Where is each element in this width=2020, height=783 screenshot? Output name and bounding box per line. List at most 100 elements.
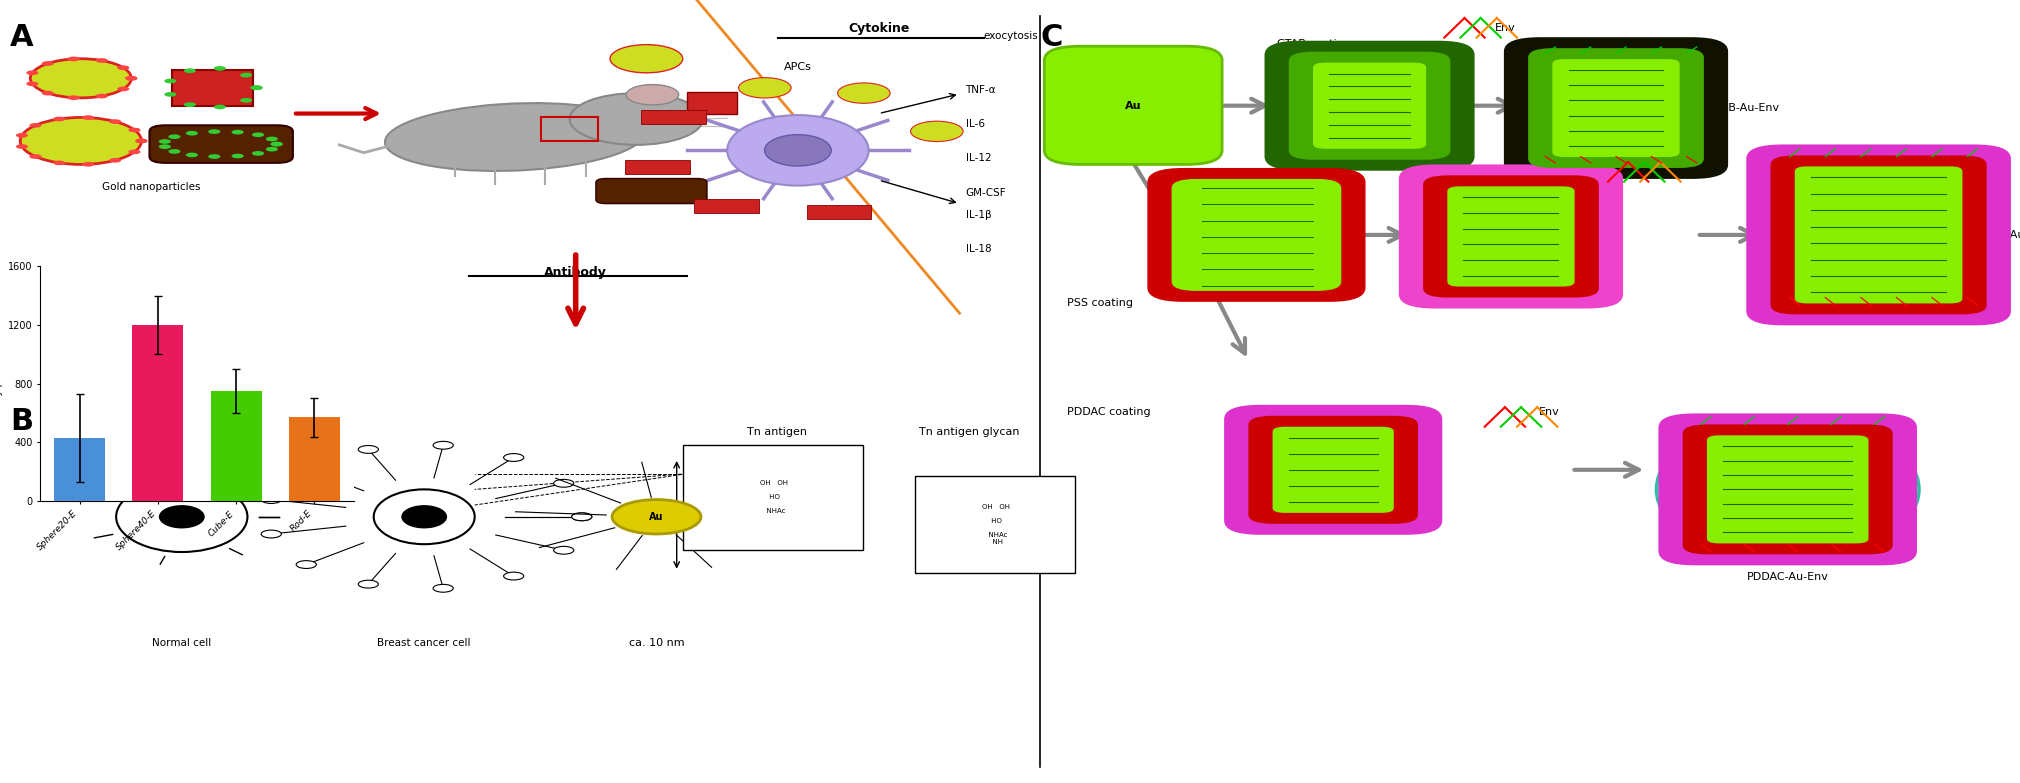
Circle shape — [83, 115, 95, 120]
Circle shape — [297, 465, 317, 473]
Ellipse shape — [402, 506, 446, 528]
Circle shape — [168, 149, 180, 153]
Text: TNF-α: TNF-α — [966, 85, 996, 95]
Circle shape — [261, 530, 281, 538]
FancyBboxPatch shape — [1503, 38, 1729, 179]
Ellipse shape — [160, 506, 204, 528]
Ellipse shape — [115, 482, 248, 552]
Circle shape — [232, 153, 244, 158]
FancyBboxPatch shape — [1747, 144, 2012, 326]
Circle shape — [553, 547, 574, 554]
Bar — [541, 117, 598, 141]
Bar — [640, 110, 705, 124]
Bar — [289, 417, 339, 501]
Circle shape — [26, 70, 38, 75]
FancyBboxPatch shape — [1273, 427, 1394, 513]
Text: Gold nanoparticles: Gold nanoparticles — [103, 182, 200, 192]
Text: PSS coating: PSS coating — [1067, 298, 1133, 308]
FancyBboxPatch shape — [1289, 52, 1450, 160]
Bar — [210, 391, 261, 501]
Bar — [55, 438, 105, 501]
Circle shape — [572, 513, 592, 521]
FancyBboxPatch shape — [1398, 164, 1624, 309]
Text: Env: Env — [1495, 23, 1515, 34]
Text: IL-1β: IL-1β — [966, 210, 992, 220]
Circle shape — [214, 66, 226, 70]
Text: Normal cell: Normal cell — [152, 638, 212, 648]
Circle shape — [553, 479, 574, 487]
Circle shape — [503, 453, 523, 461]
Circle shape — [208, 154, 220, 159]
Circle shape — [654, 113, 671, 119]
Circle shape — [117, 65, 129, 70]
FancyBboxPatch shape — [915, 476, 1075, 573]
Text: IL-12: IL-12 — [966, 153, 992, 164]
FancyBboxPatch shape — [1553, 59, 1681, 157]
Bar — [133, 325, 184, 501]
FancyBboxPatch shape — [1448, 186, 1576, 287]
Text: Breast cancer cell: Breast cancer cell — [378, 638, 471, 648]
Bar — [695, 199, 760, 213]
Text: Tn antigen glycan: Tn antigen glycan — [919, 427, 1020, 437]
Circle shape — [164, 92, 176, 97]
Circle shape — [432, 584, 452, 592]
Circle shape — [271, 142, 283, 146]
Circle shape — [16, 144, 28, 149]
Text: IL-18: IL-18 — [966, 244, 992, 254]
Circle shape — [612, 500, 701, 534]
Text: PDDAC-Au-Env: PDDAC-Au-Env — [1747, 572, 1828, 582]
Circle shape — [184, 103, 196, 107]
Circle shape — [67, 96, 79, 100]
Circle shape — [117, 87, 129, 92]
FancyBboxPatch shape — [1658, 413, 1917, 565]
Circle shape — [30, 59, 131, 98]
Circle shape — [109, 119, 121, 124]
Ellipse shape — [1228, 407, 1438, 532]
Circle shape — [109, 158, 121, 163]
Circle shape — [838, 83, 891, 103]
FancyBboxPatch shape — [1313, 63, 1426, 149]
Text: PDDAC coating: PDDAC coating — [1067, 407, 1149, 417]
Circle shape — [186, 153, 198, 157]
Circle shape — [252, 132, 265, 137]
FancyBboxPatch shape — [1224, 405, 1442, 535]
Circle shape — [232, 130, 244, 135]
Circle shape — [26, 81, 38, 86]
Circle shape — [160, 144, 172, 149]
Text: Env: Env — [1539, 407, 1559, 417]
Bar — [172, 70, 252, 106]
Text: CTAB coating: CTAB coating — [1277, 39, 1351, 49]
Circle shape — [95, 94, 107, 99]
Circle shape — [42, 91, 55, 96]
Text: IL-6: IL-6 — [966, 119, 984, 129]
FancyBboxPatch shape — [1265, 41, 1475, 171]
Circle shape — [358, 580, 378, 588]
Circle shape — [186, 131, 198, 135]
Text: Tn antigen: Tn antigen — [747, 427, 808, 437]
FancyBboxPatch shape — [1770, 155, 1988, 315]
FancyBboxPatch shape — [1044, 46, 1222, 164]
Circle shape — [30, 154, 42, 159]
Circle shape — [184, 68, 196, 73]
FancyBboxPatch shape — [683, 445, 863, 550]
Circle shape — [261, 496, 281, 503]
Circle shape — [250, 85, 263, 90]
FancyBboxPatch shape — [1796, 167, 1963, 304]
Circle shape — [160, 139, 172, 144]
Circle shape — [53, 161, 65, 165]
Circle shape — [911, 121, 964, 142]
Circle shape — [16, 133, 28, 138]
Ellipse shape — [1656, 417, 1919, 562]
Circle shape — [135, 139, 147, 143]
Circle shape — [125, 76, 137, 81]
Circle shape — [240, 73, 252, 78]
FancyBboxPatch shape — [149, 125, 293, 163]
Circle shape — [250, 85, 263, 90]
Ellipse shape — [764, 135, 832, 166]
Text: CTAB-Au-Env: CTAB-Au-Env — [1707, 103, 1780, 113]
Text: Env: Env — [1660, 166, 1681, 176]
Text: B: B — [10, 407, 32, 436]
Circle shape — [42, 61, 55, 66]
FancyBboxPatch shape — [1147, 168, 1366, 302]
Circle shape — [739, 78, 792, 98]
